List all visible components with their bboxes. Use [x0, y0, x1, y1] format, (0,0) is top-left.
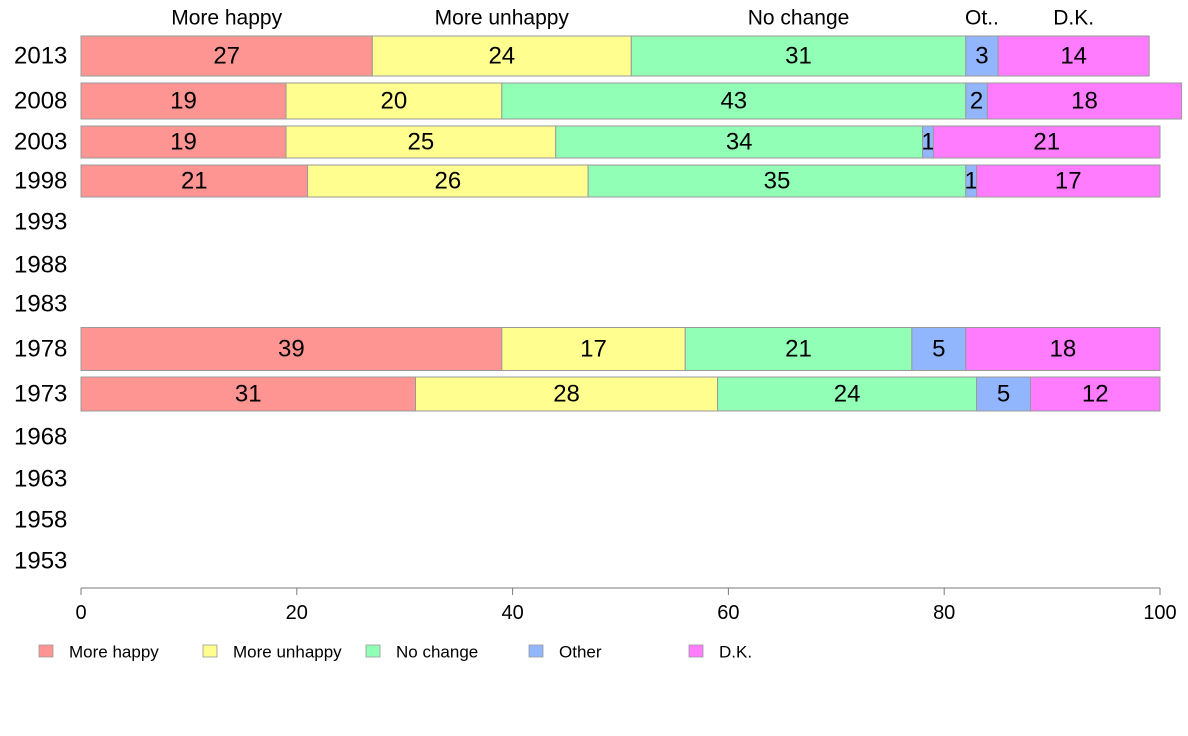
bar-segment: [80, 35, 373, 77]
bar-value-label: 2: [970, 88, 983, 115]
bar-segment: [285, 125, 557, 159]
legend-label: More unhappy: [233, 643, 342, 662]
bar-segment: [630, 35, 967, 77]
bar-value-label: 1: [964, 168, 977, 195]
bar-value-label: 19: [170, 88, 197, 115]
bar-value-label: 21: [1033, 129, 1060, 156]
bar-segment: [976, 376, 1032, 412]
bar-value-label: 18: [1071, 88, 1098, 115]
x-axis: 0 20 40 60 80 100: [75, 587, 1177, 624]
legend-item: Other: [528, 643, 602, 662]
legend-item: D.K.: [688, 643, 752, 662]
bar-value-label: 14: [1060, 43, 1087, 70]
bar-segment: [684, 327, 913, 371]
bar-value-label: 39: [278, 336, 305, 363]
bar-value-label: 1: [921, 129, 934, 156]
bar-segment: [80, 82, 287, 120]
bar-value-label: 24: [488, 43, 515, 70]
y-tick-label: 2008: [14, 88, 67, 115]
legend-swatch: [38, 644, 54, 658]
series-header: No change: [748, 7, 850, 30]
bar-value-label: 18: [1050, 336, 1077, 363]
y-tick-label: 1978: [14, 336, 67, 363]
bar-segment: [976, 164, 1161, 198]
legend-swatch: [688, 644, 704, 658]
y-tick-label: 1993: [14, 209, 67, 236]
x-tick-label: 20: [286, 602, 308, 624]
bar-segment: [80, 164, 309, 198]
legend-swatch: [202, 644, 218, 658]
y-tick-label: 2003: [14, 129, 67, 156]
x-tick-label: 80: [933, 602, 955, 624]
bar-value-label: 12: [1082, 381, 1109, 408]
bar-segment: [371, 35, 632, 77]
bar-segment: [501, 327, 686, 371]
series-headers: More happy More unhappy No change Ot.. D.K.: [171, 7, 1094, 30]
bar-segment: [986, 82, 1183, 120]
bar-value-label: 26: [435, 168, 462, 195]
bar-value-label: 3: [975, 43, 988, 70]
x-tick-label: 0: [75, 602, 86, 624]
bar-segment: [717, 376, 978, 412]
bar-value-label: 19: [170, 129, 197, 156]
legend-label: More happy: [69, 643, 159, 662]
bar-value-label: 31: [785, 43, 812, 70]
y-axis-labels: 2013 2008 2003 1998 1993 1988 1983 1978 1973 1968…: [14, 43, 67, 575]
x-tick-label: 60: [717, 602, 739, 624]
y-tick-label: 1958: [14, 507, 67, 534]
y-tick-label: 1953: [14, 548, 67, 575]
legend: More happy More unhappy No change Other D.K.: [38, 643, 752, 662]
x-tick-label: 40: [501, 602, 523, 624]
bar-segment: [587, 164, 967, 198]
bar-segment: [285, 82, 503, 120]
x-tick-label: 100: [1143, 602, 1176, 624]
y-tick-label: 2013: [14, 43, 67, 70]
bar-value-label: 21: [785, 336, 812, 363]
bar-value-label: 17: [1055, 168, 1082, 195]
bar-value-label: 24: [834, 381, 861, 408]
legend-label: D.K.: [719, 643, 752, 662]
legend-label: Other: [559, 643, 602, 662]
bar-segment: [555, 125, 924, 159]
bar-value-label: 21: [181, 168, 208, 195]
bar-value-label: 34: [726, 129, 753, 156]
bar-segment: [965, 327, 1161, 371]
y-tick-label: 1973: [14, 381, 67, 408]
series-header: D.K.: [1053, 7, 1094, 30]
bar-value-label: 43: [720, 88, 747, 115]
legend-swatch: [528, 644, 544, 658]
bar-value-label: 35: [764, 168, 791, 195]
legend-item: More unhappy: [202, 643, 342, 662]
y-tick-label: 1988: [14, 252, 67, 279]
bar-segment: [911, 327, 967, 371]
legend-label: No change: [396, 643, 478, 662]
y-tick-label: 1998: [14, 168, 67, 195]
bar-value-label: 17: [580, 336, 607, 363]
bar-segment: [80, 125, 287, 159]
bar-value-label: 5: [997, 381, 1010, 408]
bar-segment: [997, 35, 1150, 77]
bar-value-label: 25: [408, 129, 435, 156]
bar-segment: [1030, 376, 1161, 412]
legend-item: No change: [365, 643, 478, 662]
legend-item: More happy: [38, 643, 159, 662]
series-header: More happy: [171, 7, 282, 30]
legend-swatch: [365, 644, 381, 658]
bar-value-label: 28: [553, 381, 580, 408]
bar-segment: [80, 376, 416, 412]
bar-value-label: 27: [213, 43, 240, 70]
series-header: Ot..: [965, 7, 999, 30]
bar-segment: [932, 125, 1161, 159]
bar-segment: [501, 82, 967, 120]
bar-value-label: 31: [235, 381, 262, 408]
bar-value-label: 20: [381, 88, 408, 115]
y-tick-label: 1983: [14, 291, 67, 318]
bar-value-label: 5: [932, 336, 945, 363]
y-tick-label: 1968: [14, 424, 67, 451]
series-header: More unhappy: [435, 7, 570, 30]
y-tick-label: 1963: [14, 466, 67, 493]
